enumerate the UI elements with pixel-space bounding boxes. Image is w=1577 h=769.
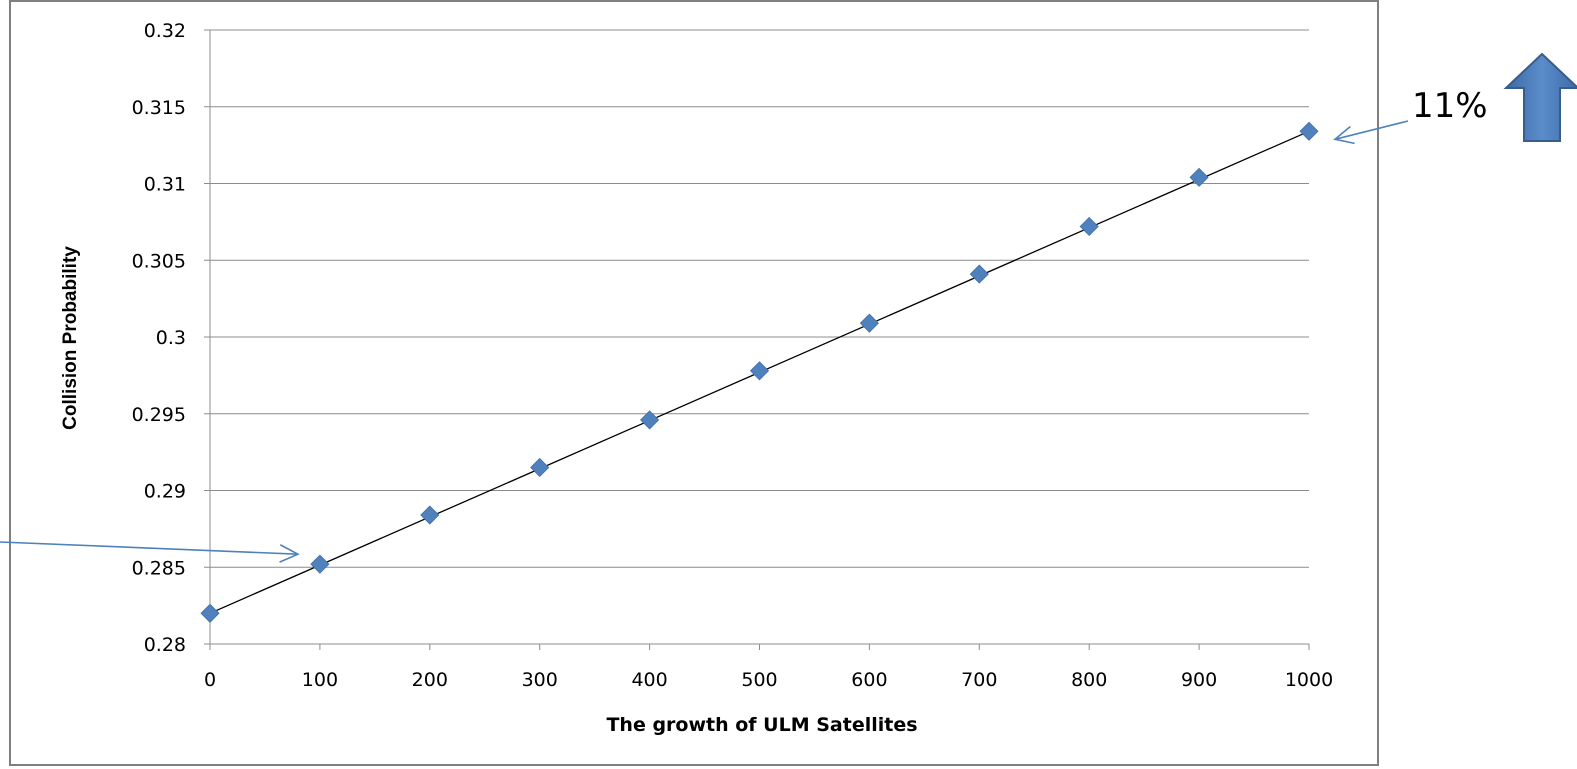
annotation-arrow-top — [1333, 120, 1409, 145]
chart-frame — [9, 0, 1379, 766]
annotations: 11% — [0, 86, 1488, 563]
x-axis-title: The growth of ULM Satellites — [606, 714, 917, 736]
x-tick-label-5: 500 — [741, 669, 777, 691]
x-tick-label-0: 0 — [204, 669, 216, 691]
x-tick-label-7: 700 — [961, 669, 997, 691]
data-point-0-1 — [310, 554, 330, 574]
y-tick-label-0: 0.28 — [144, 634, 186, 656]
x-tick-label-2: 200 — [412, 669, 448, 691]
data-point-0-3 — [530, 457, 550, 478]
axes — [204, 29, 1310, 650]
data-point-0-5 — [749, 361, 770, 381]
data-point-0-4 — [640, 410, 660, 430]
data-point-0-9 — [1189, 167, 1209, 187]
y-axis-title: Collision Probability — [60, 246, 81, 430]
y-tick-label-5: 0.305 — [132, 250, 186, 272]
y-tick-label-3: 0.295 — [132, 404, 186, 426]
annotation-arrow-top-shaft — [1334, 120, 1409, 141]
y-tick-label-7: 0.315 — [132, 97, 186, 119]
annotation-arrow-left — [0, 541, 300, 563]
data-point-0-10 — [1299, 121, 1319, 141]
x-tick-label-4: 400 — [631, 669, 667, 691]
data-point-0-0 — [200, 603, 220, 623]
annotation-arrow-top-head — [1333, 125, 1355, 145]
y-tick-label-8: 0.32 — [144, 20, 186, 42]
annotation-arrow-left-shaft — [0, 541, 298, 555]
x-tick-label-6: 600 — [851, 669, 887, 691]
tick-labels: 0.28 0.285 0.29 0.295 0.3 0.305 0.31 0.315 0.32 0… — [132, 20, 1334, 691]
x-tick-label-10: 1000 — [1285, 669, 1333, 691]
data-points — [200, 121, 1319, 623]
data-point-0-2 — [420, 505, 440, 525]
x-tick-label-8: 800 — [1071, 669, 1107, 691]
y-tick-label-2: 0.29 — [144, 481, 186, 503]
x-tick-label-9: 900 — [1181, 669, 1217, 691]
gridlines — [210, 29, 1309, 645]
annotation-arrow-left-head — [279, 544, 300, 563]
x-tick-label-3: 300 — [522, 669, 558, 691]
y-tick-label-1: 0.285 — [132, 557, 186, 579]
data-point-0-6 — [859, 313, 879, 333]
annotation-11-percent: 11% — [1412, 86, 1488, 126]
y-tick-label-6: 0.31 — [144, 174, 186, 196]
data-point-0-8 — [1079, 216, 1099, 237]
x-tick-label-1: 100 — [302, 669, 338, 691]
data-point-0-7 — [969, 264, 989, 284]
y-tick-label-4: 0.3 — [156, 327, 186, 349]
up-arrow-icon — [1503, 52, 1577, 142]
